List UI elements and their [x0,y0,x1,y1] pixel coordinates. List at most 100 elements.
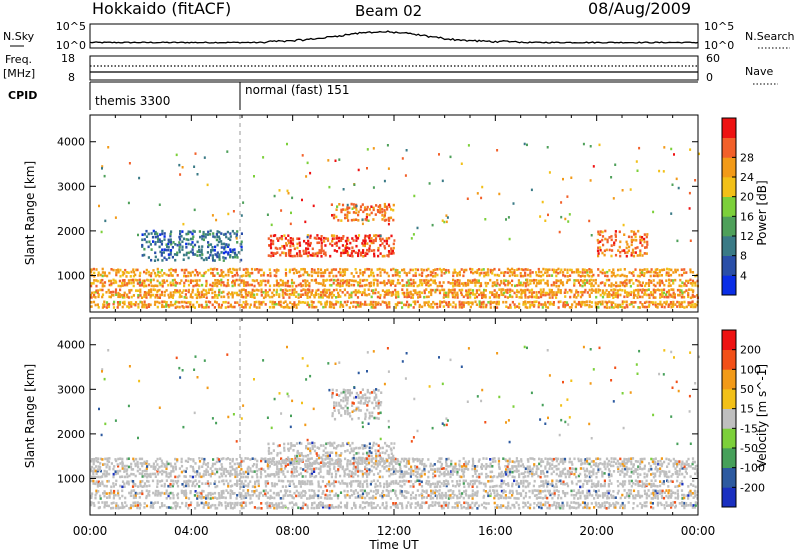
data-cell [359,251,362,255]
data-cell [643,293,646,296]
data-cell [222,290,225,294]
data-cell [123,281,126,284]
data-cell [289,480,292,483]
data-cell [229,250,232,253]
data-cell [269,497,272,500]
data-cell [447,489,450,493]
data-cell [544,281,547,285]
data-cell [215,301,218,304]
data-cell [344,216,347,220]
data-cell [641,281,644,285]
data-cell [502,293,505,297]
data-cell [330,301,333,304]
data-cell [302,279,305,283]
data-cell [469,293,472,296]
data-cell [310,300,313,303]
data-cell [330,482,333,486]
data-cell [629,188,632,191]
data-cell [522,479,525,483]
data-cell [245,296,248,299]
data-cell [181,245,184,249]
data-cell [154,492,157,496]
data-cell [110,282,113,285]
data-cell [235,278,238,282]
data-cell [658,274,661,277]
data-cell [558,230,561,234]
data-cell [563,492,567,495]
data-cell [619,496,622,500]
data-cell [610,482,613,485]
data-cell [163,256,166,260]
data-cell [220,246,223,249]
data-cell [390,480,393,484]
data-cell [247,482,250,486]
data-cell [231,284,234,288]
data-cell [654,268,657,272]
data-cell [267,279,270,283]
data-cell [313,294,316,297]
data-cell [345,303,348,307]
data-cell [314,252,317,255]
data-cell [196,501,199,505]
data-cell [562,507,565,510]
data-cell [674,303,677,306]
data-cell [597,252,600,255]
data-cell [315,494,318,497]
data-cell [335,300,338,303]
data-cell [573,284,576,287]
data-cell [685,279,688,283]
data-cell [638,494,641,498]
data-cell [160,502,164,505]
data-cell [148,494,151,497]
data-cell [526,288,529,292]
data-cell [442,296,445,299]
data-cell [321,492,324,495]
data-cell [372,241,375,245]
data-cell [603,293,606,296]
data-cell [645,496,648,500]
data-cell [156,482,159,485]
data-cell [184,504,187,508]
data-cell [304,491,307,495]
data-cell [98,484,102,487]
data-cell [694,485,697,489]
data-cell [639,235,642,239]
data-cell [311,252,314,255]
data-cell [323,252,326,255]
data-cell [138,502,142,505]
data-cell [636,284,639,287]
data-cell [608,300,611,304]
data-cell [531,293,534,296]
data-cell [324,271,327,274]
data-cell [641,305,644,309]
data-cell [231,295,234,299]
data-cell [434,494,437,497]
data-cell [678,502,681,505]
data-cell [460,291,463,295]
data-cell [549,493,552,497]
data-cell [381,237,384,241]
data-cell [442,305,445,308]
data-cell [649,270,652,274]
data-cell [358,494,362,497]
data-cell [220,502,223,505]
data-cell [176,459,179,463]
data-cell [248,306,251,309]
data-cell [392,502,395,505]
data-cell [542,278,545,282]
data-cell [504,289,507,292]
data-cell [378,267,381,271]
data-cell [350,485,353,488]
data-cell [217,503,220,507]
data-cell [688,191,691,195]
data-cell [223,284,226,287]
data-cell [184,482,188,485]
data-cell [277,494,280,497]
data-cell [233,253,237,256]
data-cell [433,491,436,495]
data-cell [207,243,210,247]
data-cell [425,295,428,299]
data-cell [251,295,254,299]
data-cell [227,245,230,248]
data-cell [540,506,543,510]
